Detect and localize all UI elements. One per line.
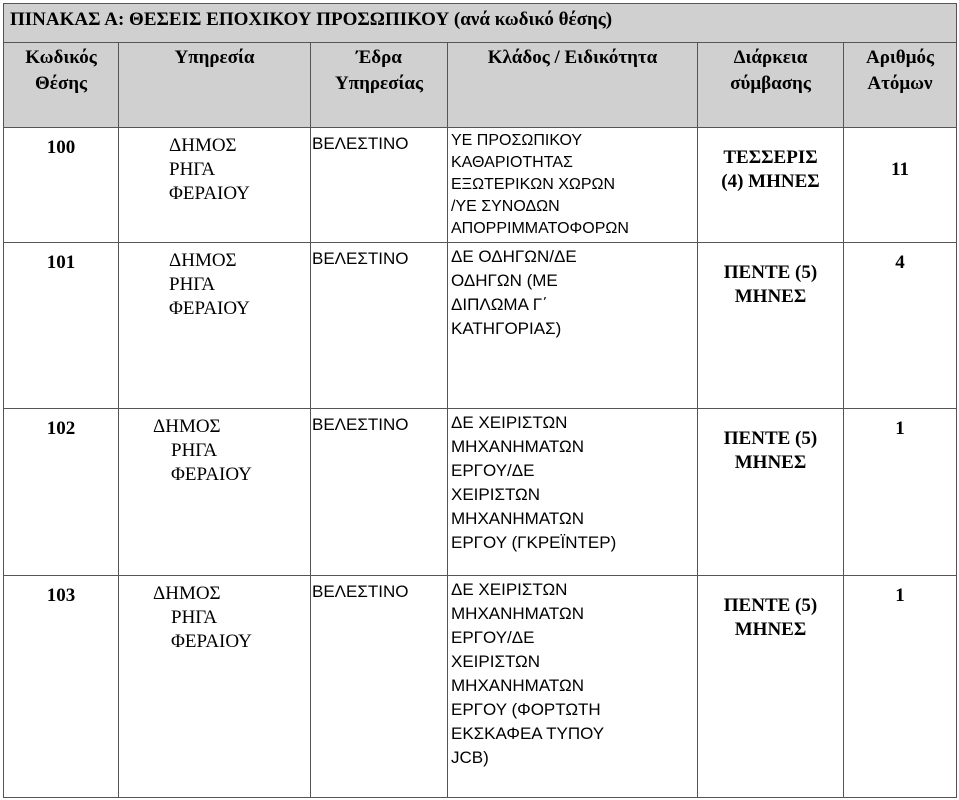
cell-line: ΦΕΡΑΙΟΥ xyxy=(171,464,252,485)
cell-seat: ΒΕΛΕΣΤΙΝΟ xyxy=(310,575,448,798)
cell-count: 4 xyxy=(843,242,957,409)
cell-line: ΕΡΓΟΥ (ΦΟΡΤΩΤΗ xyxy=(451,700,601,719)
cell-code: 100 xyxy=(3,127,119,243)
cell-line: ΡΗΓΑ xyxy=(169,159,216,180)
cell-line: ΔΗΜΟΣ xyxy=(153,583,221,604)
cell-line: JCB) xyxy=(451,748,489,767)
header-line: Κλάδος / Ειδικότητα xyxy=(487,47,658,68)
cell-line: ΜΗΝΕΣ xyxy=(734,619,807,640)
cell-line: ΧΕΙΡΙΣΤΩΝ xyxy=(451,485,541,504)
cell-service: ΔΗΜΟΣ ΡΗΓΑ ΦΕΡΑΙΟΥ xyxy=(118,242,311,409)
cell-line: ΕΡΓΟΥ (ΓΚΡΕΪΝΤΕΡ) xyxy=(451,533,617,552)
header-line: Υπηρεσία xyxy=(174,47,255,68)
cell-specialty: ΔΕ ΟΔΗΓΩΝ/ΔΕ ΟΔΗΓΩΝ (ΜΕ ΔΙΠΛΩΜΑ Γ΄ ΚΑΤΗΓΟΡΙ… xyxy=(447,242,698,409)
cell-line: ΡΗΓΑ xyxy=(171,607,218,628)
table-row: 102 ΔΗΜΟΣ ΡΗΓΑ ΦΕΡΑΙΟΥ ΒΕΛΕΣΤΙΝΟ ΔΕ ΧΕΙΡΙΣΤΩΝ… xyxy=(3,408,957,576)
header-count: Αριθμός Ατόμων xyxy=(843,42,957,128)
cell-line: ΚΑΤΗΓΟΡΙΑΣ) xyxy=(451,319,562,338)
cell-line: /ΥΕ ΣΥΝΟΔΩΝ xyxy=(451,198,560,215)
cell-specialty: ΔΕ ΧΕΙΡΙΣΤΩΝ ΜΗΧΑΝΗΜΑΤΩΝ ΕΡΓΟΥ/ΔΕ ΧΕΙΡΙΣΤΩΝ… xyxy=(447,575,698,798)
header-specialty: Κλάδος / Ειδικότητα xyxy=(447,42,698,128)
cell-line: ΜΗΧΑΝΗΜΑΤΩΝ xyxy=(451,676,584,695)
cell-duration: ΠΕΝΤΕ (5) ΜΗΝΕΣ xyxy=(697,408,844,576)
cell-line: ΕΚΣΚΑΦΕΑ ΤΥΠΟΥ xyxy=(451,724,605,743)
cell-service: ΔΗΜΟΣ ΡΗΓΑ ΦΕΡΑΙΟΥ xyxy=(118,575,311,798)
cell-service: ΔΗΜΟΣ ΡΗΓΑ ΦΕΡΑΙΟΥ xyxy=(118,408,311,576)
cell-line: ΜΗΧΑΝΗΜΑΤΩΝ xyxy=(451,604,584,623)
header-line: Υπηρεσίας xyxy=(334,73,424,94)
cell-count: 1 xyxy=(843,575,957,798)
cell-line: ΥΕ ΠΡΟΣΩΠΙΚΟΥ xyxy=(451,132,583,149)
cell-line: (4) ΜΗΝΕΣ xyxy=(721,171,820,192)
cell-line: ΔΗΜΟΣ xyxy=(169,135,237,156)
cell-line: ΦΕΡΑΙΟΥ xyxy=(169,298,250,319)
cell-line: ΑΠΟΡΡΙΜΜΑΤΟΦΟΡΩΝ xyxy=(451,220,629,237)
cell-line: ΧΕΙΡΙΣΤΩΝ xyxy=(451,652,541,671)
cell-count: 11 xyxy=(843,127,957,243)
cell-line: ΔΗΜΟΣ xyxy=(153,416,221,437)
cell-line: ΔΕ ΧΕΙΡΙΣΤΩΝ xyxy=(451,580,568,599)
cell-line: ΜΗΧΑΝΗΜΑΤΩΝ xyxy=(451,509,584,528)
cell-duration: ΤΕΣΣΕΡΙΣ (4) ΜΗΝΕΣ xyxy=(697,127,844,243)
header-line: Θέσης xyxy=(34,73,88,94)
cell-line: ΔΕ ΧΕΙΡΙΣΤΩΝ xyxy=(451,413,568,432)
title-sub: (ανά κωδικό θέσης) xyxy=(453,9,613,30)
cell-duration: ΠΕΝΤΕ (5) ΜΗΝΕΣ xyxy=(697,242,844,409)
header-duration: Διάρκεια σύμβασης xyxy=(697,42,844,128)
table-row: 103 ΔΗΜΟΣ ΡΗΓΑ ΦΕΡΑΙΟΥ ΒΕΛΕΣΤΙΝΟ ΔΕ ΧΕΙΡΙΣΤΩΝ… xyxy=(3,575,957,798)
header-line: Έδρα xyxy=(356,47,402,68)
cell-count: 1 xyxy=(843,408,957,576)
cell-line: ΤΕΣΣΕΡΙΣ xyxy=(723,147,818,168)
cell-line: ΚΑΘΑΡΙΟΤΗΤΑΣ xyxy=(451,154,573,171)
cell-line: ΜΗΝΕΣ xyxy=(734,286,807,307)
cell-line: ΕΡΓΟΥ/ΔΕ xyxy=(451,628,535,647)
cell-code: 102 xyxy=(3,408,119,576)
cell-line: ΡΗΓΑ xyxy=(169,274,216,295)
cell-line: ΠΕΝΤΕ (5) xyxy=(723,428,818,449)
title-main: ΠΙΝΑΚΑΣ Α: ΘΕΣΕΙΣ ΕΠΟΧΙΚΟΥ ΠΡΟΣΩΠΙΚΟΥ xyxy=(10,9,450,30)
header-line: Αριθμός xyxy=(866,47,934,68)
cell-code: 103 xyxy=(3,575,119,798)
header-line: Κωδικός xyxy=(25,47,97,68)
cell-line: ΔΙΠΛΩΜΑ Γ΄ xyxy=(451,295,548,314)
cell-line: ΕΡΓΟΥ/ΔΕ xyxy=(451,461,535,480)
cell-line: ΔΕ ΟΔΗΓΩΝ/ΔΕ xyxy=(451,247,577,266)
cell-line: ΟΔΗΓΩΝ (ΜΕ xyxy=(451,271,558,290)
cell-line: ΜΗΧΑΝΗΜΑΤΩΝ xyxy=(451,437,584,456)
cell-seat: ΒΕΛΕΣΤΙΝΟ xyxy=(310,127,448,243)
cell-seat: ΒΕΛΕΣΤΙΝΟ xyxy=(310,242,448,409)
cell-line: ΜΗΝΕΣ xyxy=(734,452,807,473)
cell-line: ΡΗΓΑ xyxy=(171,440,218,461)
cell-seat: ΒΕΛΕΣΤΙΝΟ xyxy=(310,408,448,576)
header-line: Διάρκεια xyxy=(733,47,808,68)
cell-line: ΦΕΡΑΙΟΥ xyxy=(171,631,252,652)
header-seat: Έδρα Υπηρεσίας xyxy=(310,42,448,128)
header-code: Κωδικός Θέσης xyxy=(3,42,119,128)
header-service: Υπηρεσία xyxy=(118,42,311,128)
table-row: 101 ΔΗΜΟΣ ΡΗΓΑ ΦΕΡΑΙΟΥ ΒΕΛΕΣΤΙΝΟ ΔΕ ΟΔΗΓΩΝ/ΔΕ… xyxy=(3,242,957,409)
cell-line: ΔΗΜΟΣ xyxy=(169,250,237,271)
cell-specialty: ΔΕ ΧΕΙΡΙΣΤΩΝ ΜΗΧΑΝΗΜΑΤΩΝ ΕΡΓΟΥ/ΔΕ ΧΕΙΡΙΣΤΩΝ… xyxy=(447,408,698,576)
cell-line: ΕΞΩΤΕΡΙΚΩΝ ΧΩΡΩΝ xyxy=(451,176,616,193)
header-line: σύμβασης xyxy=(730,73,811,94)
cell-line: ΦΕΡΑΙΟΥ xyxy=(169,183,250,204)
cell-duration: ΠΕΝΤΕ (5) ΜΗΝΕΣ xyxy=(697,575,844,798)
table-title: ΠΙΝΑΚΑΣ Α: ΘΕΣΕΙΣ ΕΠΟΧΙΚΟΥ ΠΡΟΣΩΠΙΚΟΥ (α… xyxy=(3,3,957,43)
header-line: Ατόμων xyxy=(867,73,933,94)
cell-line: ΠΕΝΤΕ (5) xyxy=(723,262,818,283)
header-row: Κωδικός Θέσης Υπηρεσία Έδρα Υπηρεσίας Κλάδος … xyxy=(3,42,957,128)
cell-code: 101 xyxy=(3,242,119,409)
cell-service: ΔΗΜΟΣ ΡΗΓΑ ΦΕΡΑΙΟΥ xyxy=(118,127,311,243)
table-row: 100 ΔΗΜΟΣ ΡΗΓΑ ΦΕΡΑΙΟΥ ΒΕΛΕΣΤΙΝΟ ΥΕ ΠΡΟΣΩΠΙΚΟ… xyxy=(3,127,957,243)
cell-specialty: ΥΕ ΠΡΟΣΩΠΙΚΟΥ ΚΑΘΑΡΙΟΤΗΤΑΣ ΕΞΩΤΕΡΙΚΩΝ ΧΩΡΩ… xyxy=(447,127,698,243)
seasonal-staff-table: ΠΙΝΑΚΑΣ Α: ΘΕΣΕΙΣ ΕΠΟΧΙΚΟΥ ΠΡΟΣΩΠΙΚΟΥ (α… xyxy=(3,3,957,798)
cell-line: ΠΕΝΤΕ (5) xyxy=(723,595,818,616)
